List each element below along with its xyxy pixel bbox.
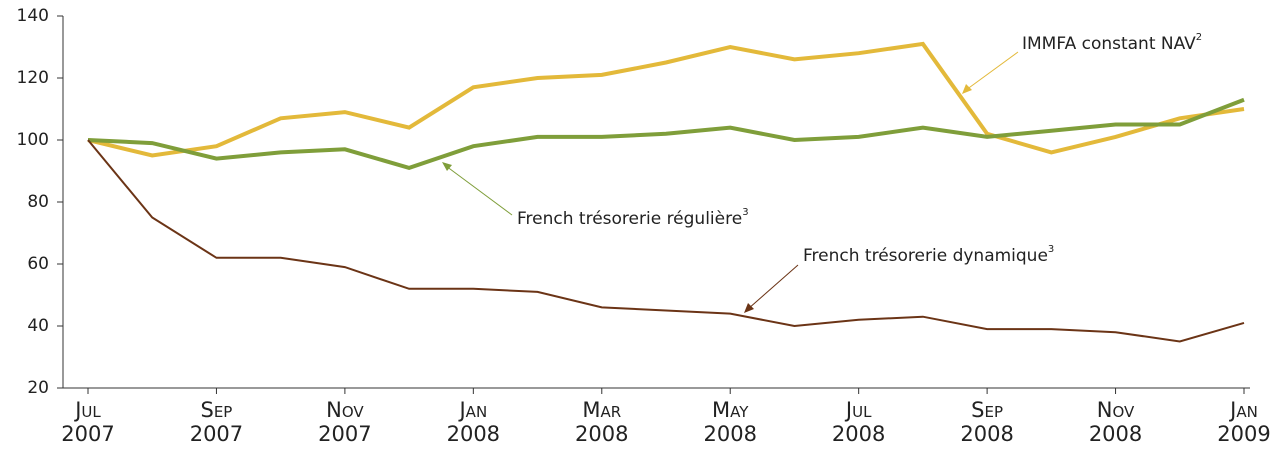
y-tick-label: 20 — [27, 378, 49, 398]
series-label: IMMFA constant NAV2 — [1022, 32, 1203, 54]
y-tick-label: 120 — [17, 68, 49, 88]
series-label: French trésorerie régulière3 — [517, 207, 749, 229]
x-tick-label: Jul 2008 — [831, 398, 886, 446]
x-tick-label: Mar 2008 — [575, 398, 629, 446]
x-tick-label: Jul 2007 — [61, 398, 115, 446]
x-tick-label: Jan 2008 — [446, 398, 501, 446]
series-label: French trésorerie dynamique3 — [803, 244, 1055, 266]
x-tick-label: Sep 2008 — [960, 398, 1014, 446]
x-tick-label: Nov 2007 — [318, 398, 372, 446]
series-line — [87, 41, 1245, 158]
x-tick-label: Nov 2008 — [1088, 398, 1143, 446]
x-tick-label: May 2008 — [703, 398, 757, 446]
y-tick-label: 140 — [17, 6, 49, 26]
label-text: French trésorerie régulière — [517, 209, 743, 229]
footnote: 3 — [1047, 244, 1055, 255]
x-tick-label: Jan 2009 — [1217, 398, 1271, 446]
series-line — [87, 139, 1245, 343]
label-text: French trésorerie dynamique — [803, 246, 1048, 266]
footnote: 3 — [742, 207, 749, 218]
x-tick-label: Sep 2007 — [189, 398, 244, 446]
y-tick-label: 80 — [27, 192, 49, 212]
arrows — [442, 51, 1019, 313]
y-tick-label: 60 — [27, 254, 49, 274]
y-tick-label: 100 — [17, 130, 49, 150]
label-text: IMMFA constant NAV — [1022, 34, 1196, 54]
series-line — [87, 97, 1245, 170]
y-tick-label: 40 — [27, 316, 49, 336]
footnote: 2 — [1195, 32, 1203, 43]
